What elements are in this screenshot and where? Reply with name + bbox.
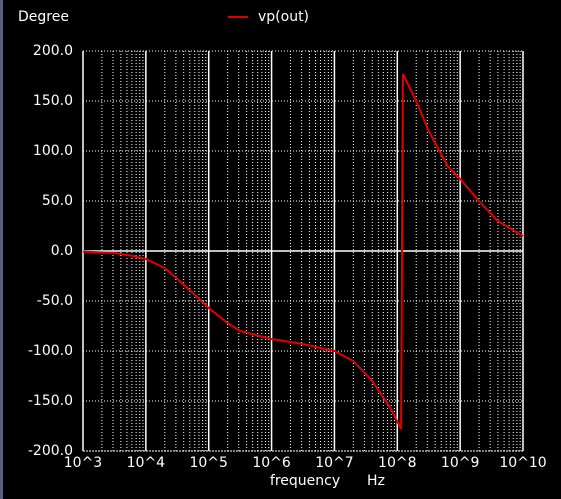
x-axis-unit: Hz — [367, 473, 385, 489]
y-tick-label: -50.0 — [37, 293, 73, 309]
x-tick-label: 10^4 — [127, 455, 166, 471]
y-tick-label: 200.0 — [33, 43, 73, 59]
x-tick-label: 10^3 — [64, 455, 102, 471]
x-tick-label: 10^9 — [441, 455, 479, 471]
x-tick-label: 10^6 — [252, 455, 291, 471]
y-tick-label: 100.0 — [33, 143, 73, 159]
y-axis-label: Degree — [18, 9, 69, 25]
window-edge — [0, 0, 3, 499]
y-tick-label: 0.0 — [51, 243, 73, 259]
x-tick-label: 10^5 — [189, 455, 227, 471]
legend-label: vp(out) — [258, 9, 309, 25]
y-tick-label: -150.0 — [28, 393, 73, 409]
y-tick-label: 50.0 — [42, 193, 73, 209]
y-tick-label: -100.0 — [28, 343, 73, 359]
data-line — [82, 73, 524, 430]
y-tick-label: 150.0 — [33, 93, 73, 109]
x-tick-label: 10^8 — [378, 455, 416, 471]
x-tick-label: 10^7 — [315, 455, 353, 471]
x-tick-label: 10^10 — [499, 455, 546, 471]
x-axis-label: frequency — [270, 473, 340, 489]
y-tick-label: -200.0 — [28, 443, 73, 459]
